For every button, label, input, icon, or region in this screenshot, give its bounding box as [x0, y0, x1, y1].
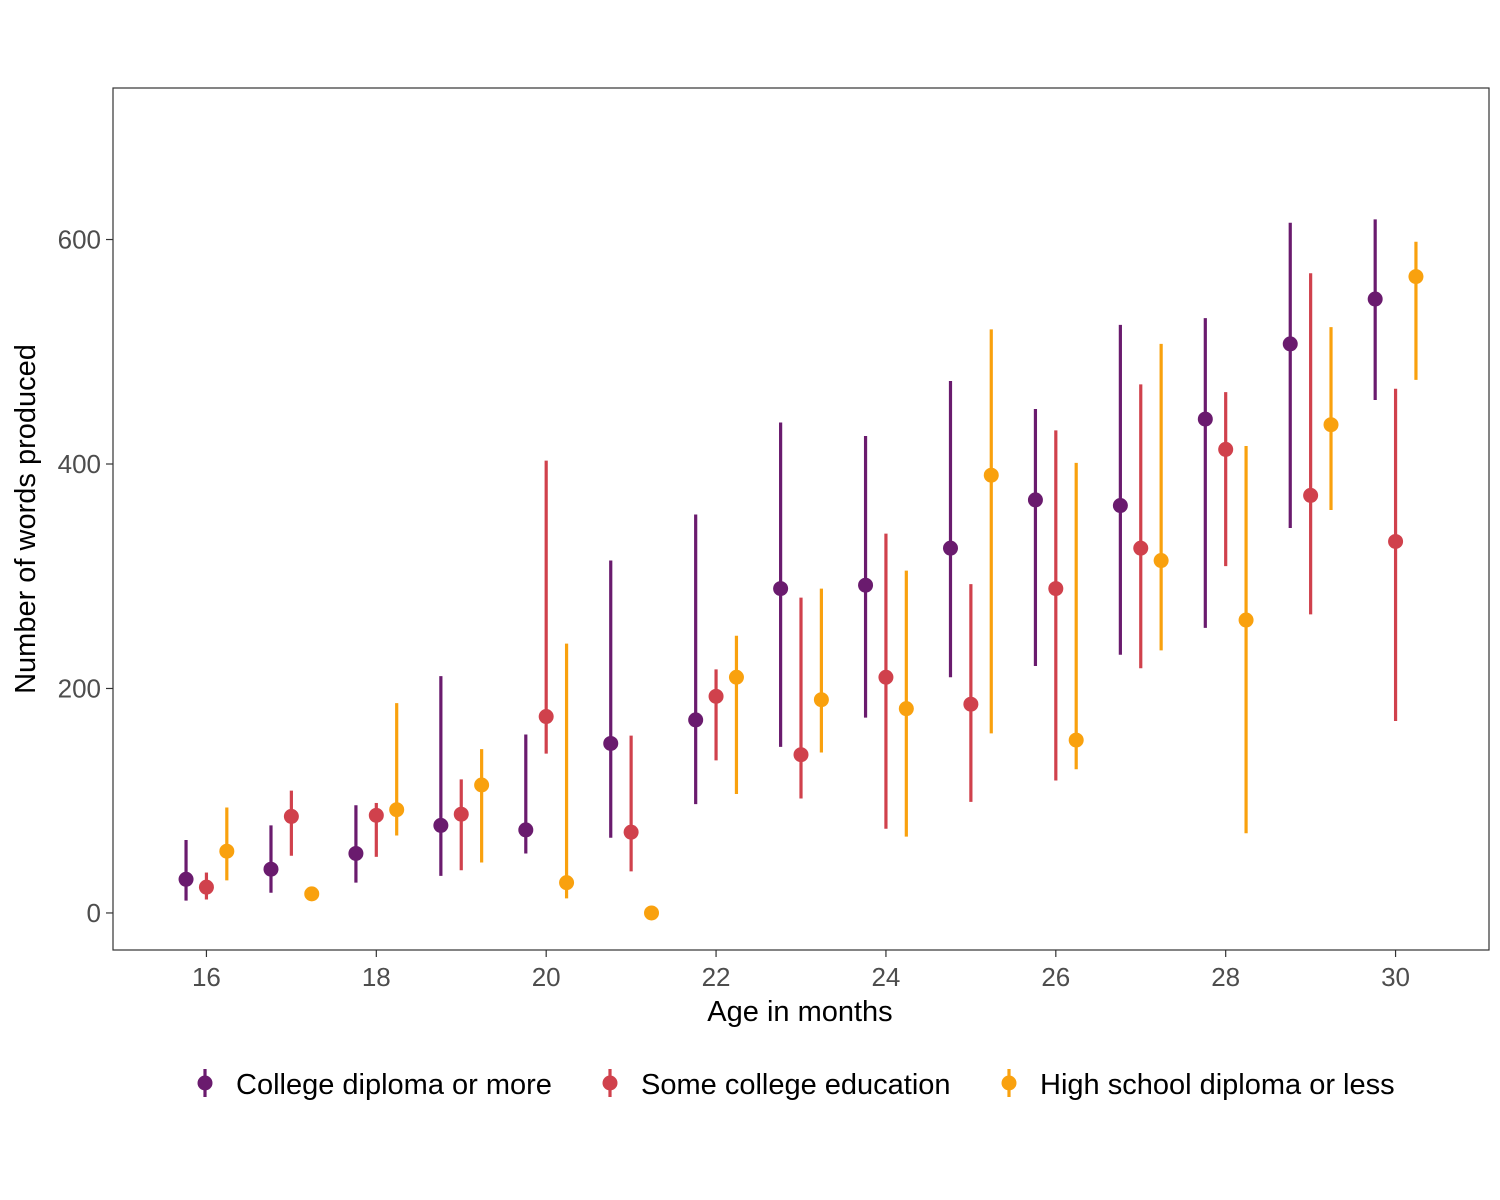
data-point	[518, 822, 534, 838]
data-point	[178, 871, 194, 887]
data-point	[198, 879, 214, 895]
data-point	[1027, 492, 1043, 508]
data-point	[1408, 269, 1424, 285]
data-point	[878, 669, 894, 685]
data-point	[474, 777, 490, 793]
series-2	[198, 273, 1404, 900]
data-point	[219, 843, 235, 859]
data-point	[1048, 581, 1064, 597]
legend-key-point	[197, 1075, 213, 1091]
data-point	[1388, 533, 1404, 549]
data-point	[389, 802, 405, 818]
data-point	[813, 692, 829, 708]
y-tick-label: 400	[58, 449, 101, 479]
data-point	[1133, 540, 1149, 556]
y-axis: 0 200 400 600	[58, 225, 113, 928]
y-axis-title: Number of words produced	[10, 344, 42, 694]
x-axis: 16 18 20 22 24 26 28 30	[192, 950, 1410, 992]
x-axis-title: Age in months	[707, 996, 892, 1028]
data-point	[433, 817, 449, 833]
data-point	[623, 824, 639, 840]
data-point	[283, 808, 299, 824]
legend-label: Some college education	[641, 1069, 951, 1101]
y-tick-label: 600	[58, 225, 101, 255]
data-point	[1367, 291, 1383, 307]
x-tick-label: 18	[362, 962, 391, 992]
x-tick-label: 30	[1381, 962, 1410, 992]
data-point	[348, 845, 364, 861]
legend-key-point	[602, 1075, 618, 1091]
x-tick-label: 16	[192, 962, 221, 992]
data-point	[963, 696, 979, 712]
data-point	[263, 861, 279, 877]
legend-label: College diploma or more	[236, 1069, 552, 1101]
x-tick-label: 20	[532, 962, 561, 992]
series-1	[178, 219, 1383, 901]
data-point	[368, 807, 384, 823]
data-point	[1068, 732, 1084, 748]
data-point	[773, 581, 789, 597]
chart-marks	[178, 219, 1424, 921]
legend-key-point	[1001, 1075, 1017, 1091]
data-point	[858, 577, 874, 593]
data-point	[1303, 487, 1319, 503]
data-point	[1153, 553, 1169, 569]
data-point	[898, 701, 914, 717]
data-point	[708, 688, 724, 704]
data-point	[983, 467, 999, 483]
data-point	[1282, 336, 1298, 352]
data-point	[728, 669, 744, 685]
y-tick-label: 0	[87, 898, 101, 928]
data-point	[538, 709, 554, 725]
data-point	[559, 875, 575, 891]
legend-label: High school diploma or less	[1040, 1069, 1395, 1101]
data-point	[453, 806, 469, 822]
data-point	[688, 712, 704, 728]
data-point	[1238, 612, 1254, 628]
y-tick-label: 200	[58, 673, 101, 703]
series-3	[219, 241, 1424, 921]
data-point	[304, 886, 320, 902]
data-point	[1112, 498, 1128, 514]
data-point	[1323, 417, 1339, 433]
data-point	[942, 540, 958, 556]
data-point	[1218, 441, 1234, 457]
data-point	[793, 747, 809, 763]
x-tick-label: 24	[871, 962, 900, 992]
data-point	[1197, 411, 1213, 427]
panel-border	[112, 87, 1490, 951]
data-point	[603, 735, 619, 751]
x-tick-label: 26	[1041, 962, 1070, 992]
data-point	[644, 905, 660, 921]
legend: College diploma or more Some college educ…	[197, 1069, 1395, 1101]
x-tick-label: 22	[702, 962, 731, 992]
x-tick-label: 28	[1211, 962, 1240, 992]
